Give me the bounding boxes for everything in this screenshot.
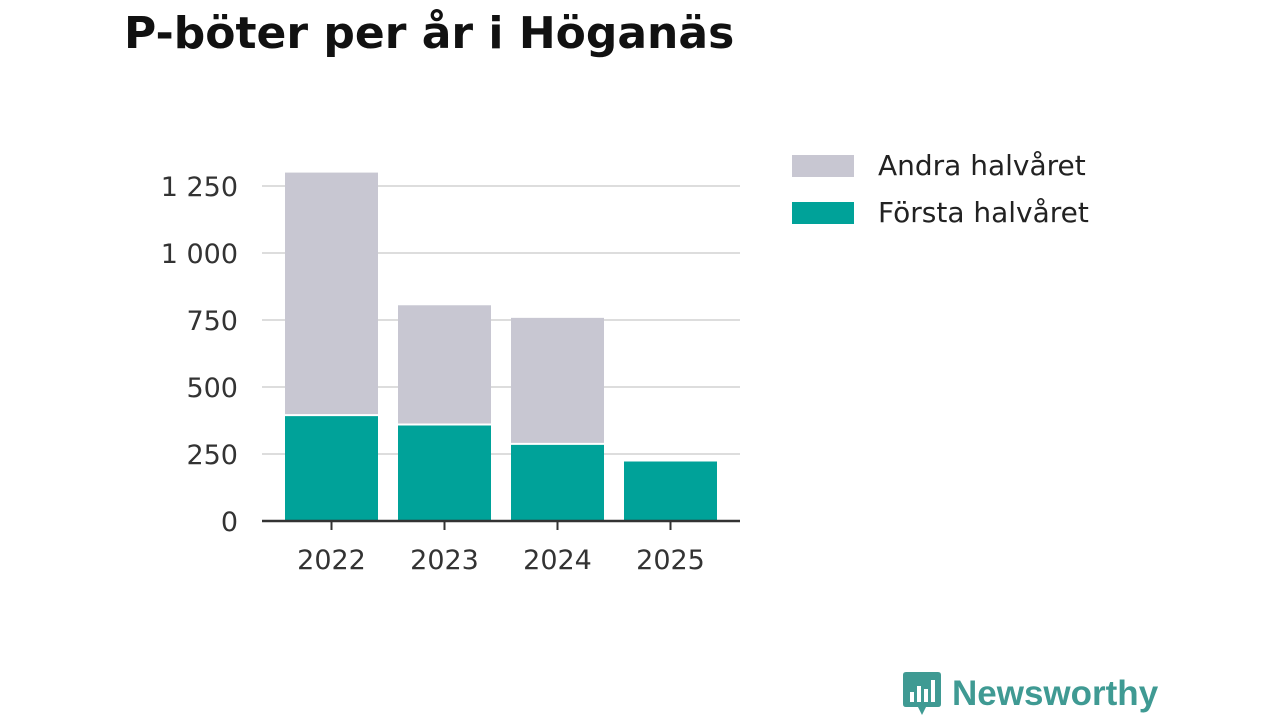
bar-andra-2023 — [398, 305, 491, 425]
x-tick-label: 2022 — [297, 545, 366, 576]
newsworthy-logo-icon — [903, 672, 941, 715]
legend-label: Andra halvåret — [878, 149, 1086, 182]
bar-forsta-2024 — [511, 443, 604, 521]
x-tick-label: 2024 — [523, 545, 592, 576]
y-tick-label: 0 — [221, 507, 238, 538]
newsworthy-logo: Newsworthy — [902, 670, 1158, 718]
x-tick-label: 2025 — [636, 545, 705, 576]
y-tick-label: 500 — [186, 373, 238, 404]
legend-swatch — [792, 202, 854, 224]
bar-andra-2022 — [285, 172, 378, 416]
y-tick-label: 750 — [186, 306, 238, 337]
x-tick-label: 2023 — [410, 545, 479, 576]
bar-forsta-2023 — [398, 424, 491, 521]
newsworthy-logo-text: Newsworthy — [952, 674, 1159, 713]
y-tick-label: 1 250 — [161, 172, 238, 203]
bar-andra-2024 — [511, 317, 604, 444]
bar-forsta-2025 — [624, 461, 717, 521]
y-tick-label: 250 — [186, 440, 238, 471]
legend-swatch — [792, 155, 854, 177]
y-tick-label: 1 000 — [161, 239, 238, 270]
bar-forsta-2022 — [285, 415, 378, 521]
legend-label: Första halvåret — [878, 196, 1089, 229]
chart-title: P-böter per år i Höganäs — [124, 8, 735, 59]
